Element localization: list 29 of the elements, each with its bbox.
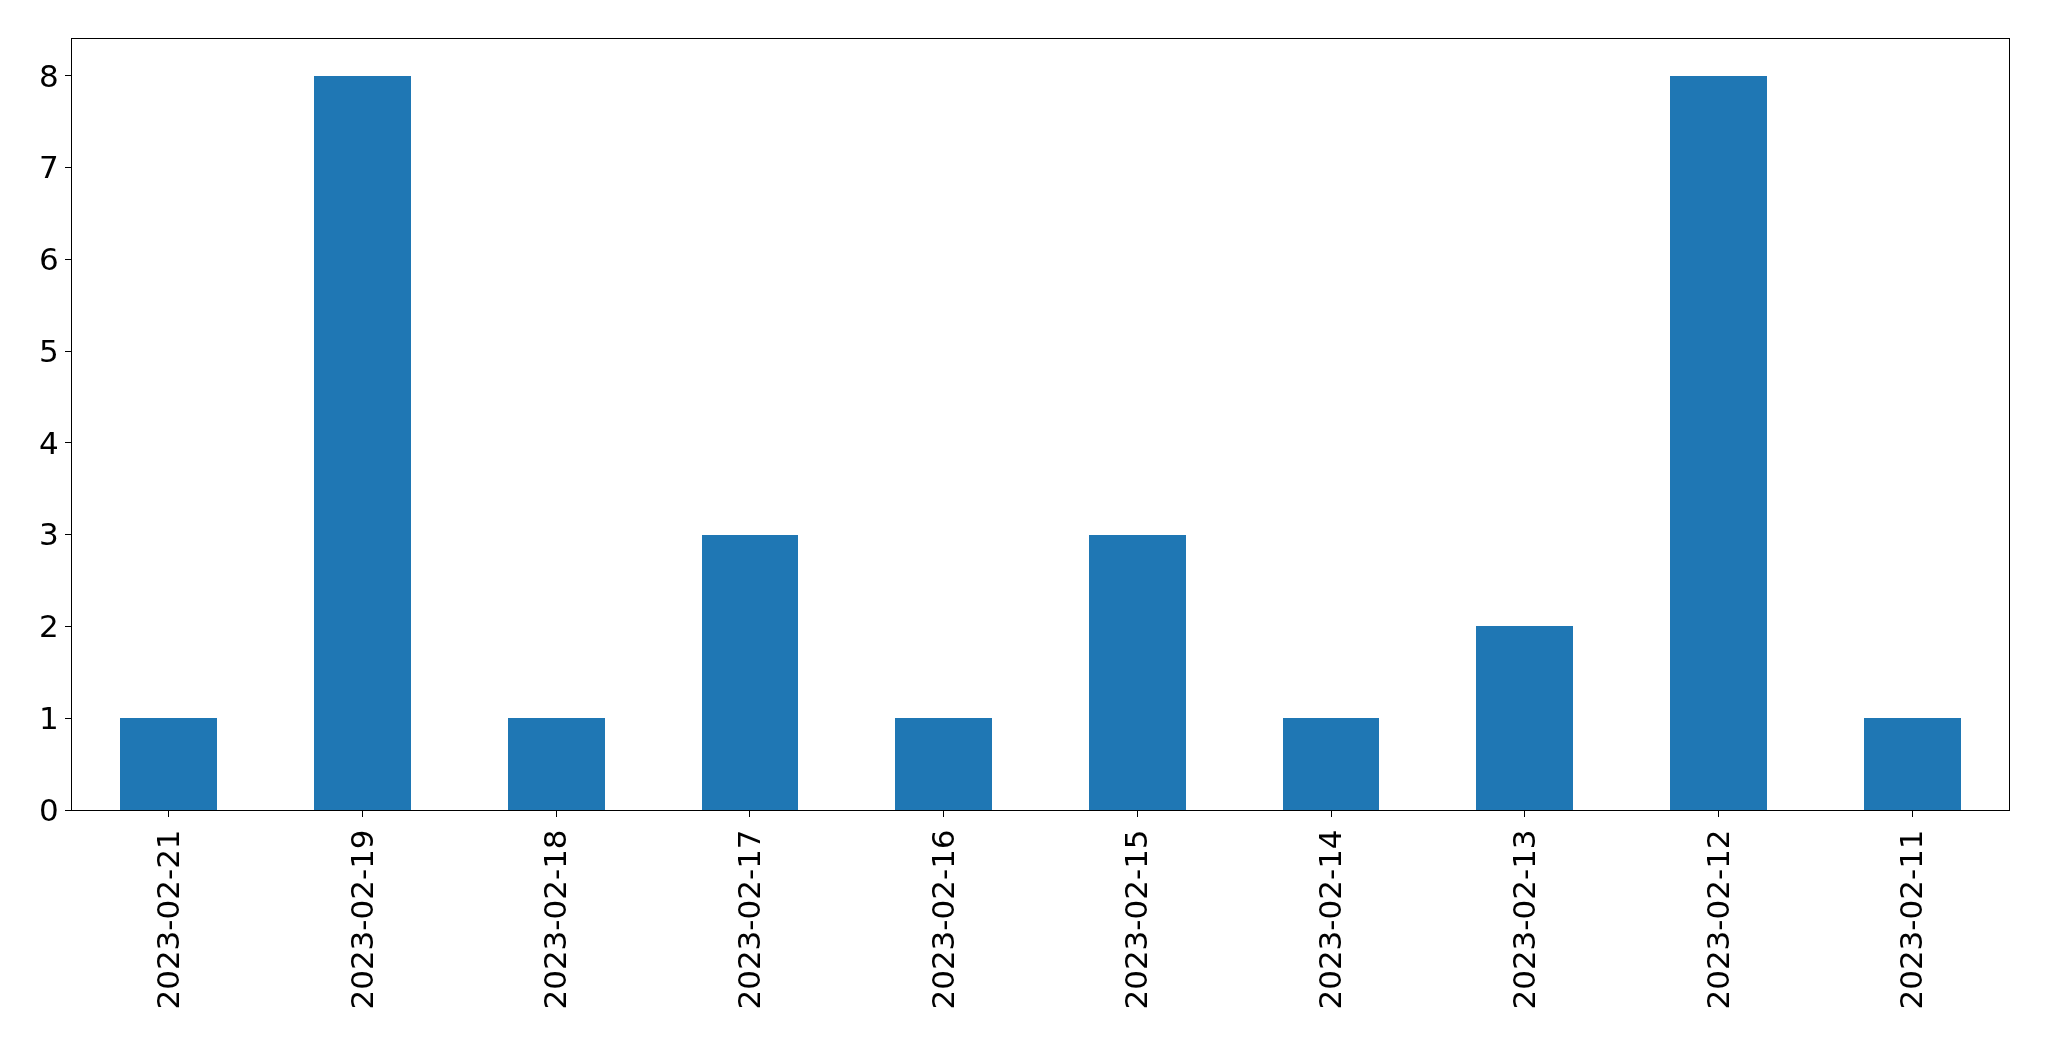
y-tick-label: 6	[39, 241, 59, 278]
y-tick-label: 4	[39, 424, 59, 461]
bar	[702, 535, 798, 810]
y-tick-label: 1	[39, 700, 59, 737]
x-tick-label: 2023-02-12	[1699, 829, 1736, 1010]
x-tick-label: 2023-02-14	[1312, 829, 1349, 1010]
x-tick-label: 2023-02-19	[343, 829, 380, 1010]
bar	[1476, 626, 1573, 810]
y-tick-label: 2	[39, 608, 59, 645]
x-tick-label: 2023-02-13	[1505, 829, 1542, 1010]
bar	[314, 76, 411, 810]
bar	[1283, 718, 1379, 810]
x-tick-label: 2023-02-15	[1118, 829, 1155, 1010]
x-tick-label: 2023-02-16	[924, 829, 961, 1010]
bar	[1089, 535, 1186, 810]
x-tick-label: 2023-02-17	[731, 829, 768, 1010]
x-tick-label: 2023-02-21	[149, 829, 186, 1010]
bar	[1864, 718, 1961, 810]
y-tick-label: 5	[39, 332, 59, 369]
y-tick-label: 3	[39, 516, 59, 553]
bar	[508, 718, 605, 810]
y-tick-label: 8	[39, 57, 59, 94]
bar	[120, 718, 217, 810]
bar	[1670, 76, 1767, 810]
bar	[895, 718, 992, 810]
y-tick-label: 7	[39, 149, 59, 186]
y-tick-label: 0	[39, 791, 59, 828]
x-tick-label: 2023-02-18	[537, 829, 574, 1010]
x-tick-label: 2023-02-11	[1893, 829, 1930, 1010]
